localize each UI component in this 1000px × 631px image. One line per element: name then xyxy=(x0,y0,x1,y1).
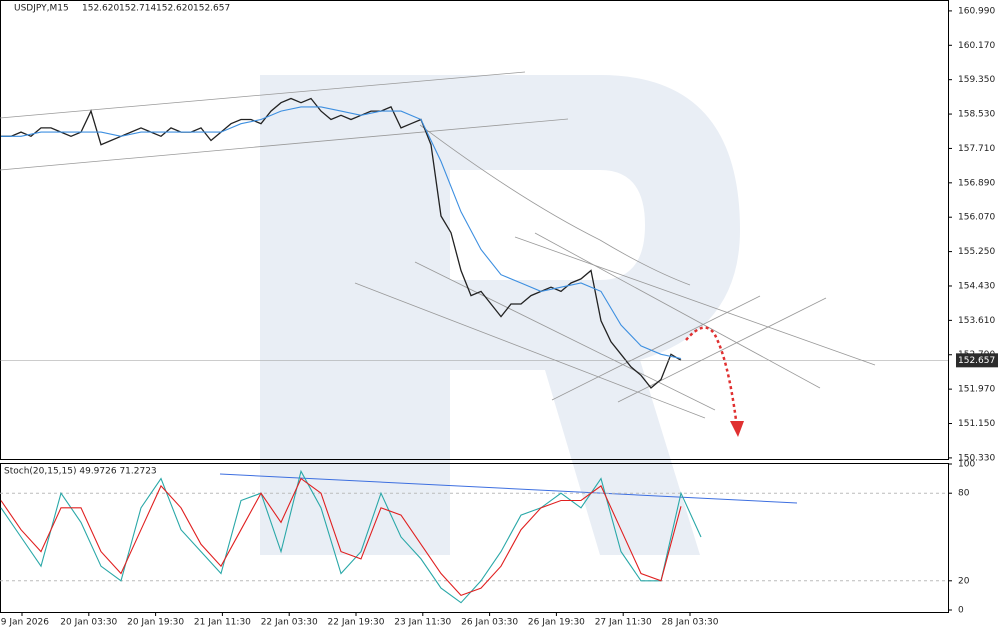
last-price-label: 152.657 xyxy=(958,356,995,366)
y-tick-label: 159.350 xyxy=(958,75,995,85)
trend-lines xyxy=(0,71,876,504)
y-tick-label: 151.970 xyxy=(958,385,995,395)
ohlc-value: 152.620 xyxy=(156,4,193,14)
y-tick-label: 160.990 xyxy=(958,6,995,16)
y-tick-label: 160.170 xyxy=(958,41,995,51)
y-tick-label: 0 xyxy=(958,606,964,616)
stoch-frame xyxy=(0,463,949,613)
x-tick-label: 22 Jan 03:30 xyxy=(261,618,318,628)
series-line xyxy=(1,106,682,360)
price-frame xyxy=(0,0,949,460)
y-tick-label: 20 xyxy=(958,576,970,586)
x-tick-label: 19 Jan 2026 xyxy=(0,618,49,628)
x-tick-label: 20 Jan 19:30 xyxy=(127,618,184,628)
stoch-trend xyxy=(219,473,798,504)
y-tick-label: 150.330 xyxy=(958,453,995,463)
stoch-title: Stoch(20,15,15) 49.9726 71.2723 xyxy=(4,467,157,477)
y-tick-label: 153.610 xyxy=(958,316,995,326)
last-price-box xyxy=(956,353,998,368)
symbol: USDJPY,M15 xyxy=(14,4,69,14)
series-line xyxy=(0,469,702,604)
y-tick-label: 156.070 xyxy=(958,213,995,223)
x-tick-label: 22 Jan 19:30 xyxy=(328,618,385,628)
ohlc-value: 152.657 xyxy=(193,4,230,14)
x-tick-label: 23 Jan 11:30 xyxy=(394,618,451,628)
x-tick-label: 27 Jan 11:30 xyxy=(595,618,652,628)
y-tick-label: 80 xyxy=(958,489,970,499)
y-tick-label: 100 xyxy=(958,460,975,470)
x-tick-label: 21 Jan 11:30 xyxy=(194,618,251,628)
x-tick-label: 26 Jan 19:30 xyxy=(528,618,585,628)
ohlc-value: 152.714 xyxy=(119,4,156,14)
y-tick-label: 156.890 xyxy=(958,178,995,188)
ohlc-value: 152.620 xyxy=(82,4,119,14)
y-tick-label: 151.150 xyxy=(958,419,995,429)
forecast-arrow xyxy=(685,326,744,437)
y-tick-label: 157.710 xyxy=(958,144,995,154)
y-tick-label: 155.250 xyxy=(958,247,995,257)
x-tick-label: 26 Jan 03:30 xyxy=(461,618,518,628)
y-tick-label: 154.430 xyxy=(958,281,995,291)
x-tick-label: 28 Jan 03:30 xyxy=(662,618,719,628)
y-tick-label: 158.530 xyxy=(958,110,995,120)
x-tick-label: 20 Jan 03:30 xyxy=(60,618,117,628)
series-line xyxy=(0,477,682,597)
